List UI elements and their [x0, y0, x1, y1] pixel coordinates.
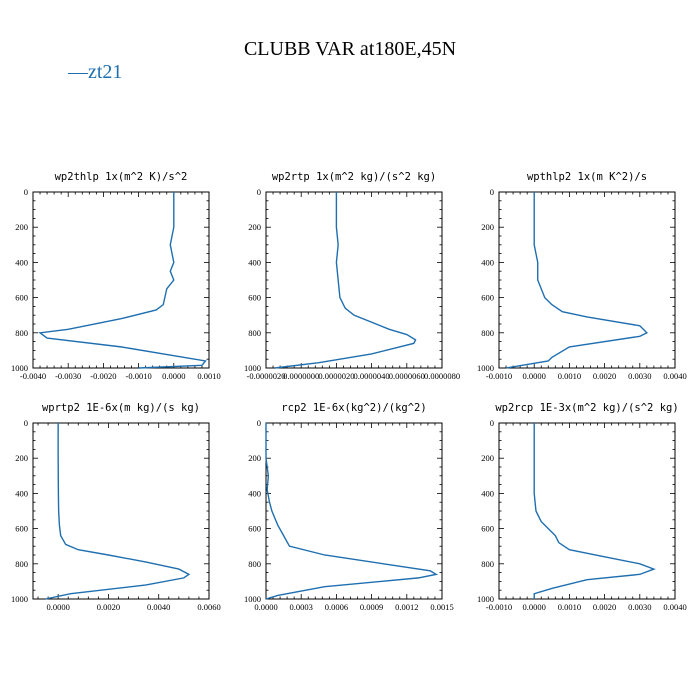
x-tick-label: -0.0010	[486, 602, 512, 612]
x-tick-label: 0.0030	[628, 371, 651, 381]
x-tick-label: 0.0000	[523, 602, 546, 612]
y-tick-label: 0	[257, 187, 261, 197]
x-tick-label: 0.0010	[558, 602, 581, 612]
y-tick-label: 400	[481, 488, 494, 498]
series-line-zt21	[533, 423, 656, 599]
x-tick-label: 0.0000	[46, 602, 69, 612]
x-tick-label: 0.0000	[523, 371, 546, 381]
chart-panel-4: wprtp2 1E-6x(m kg)/(s kg) 0 200 400 600 800 10…	[11, 402, 221, 612]
y-tick-label: 400	[481, 257, 494, 267]
y-tick-label: 1000	[11, 363, 28, 373]
y-tick-label: 200	[481, 453, 494, 463]
y-tick-label: 1000	[244, 363, 261, 373]
y-tick-label: 800	[481, 328, 494, 338]
legend: — zt21	[67, 61, 122, 83]
y-tick-label: 1000	[244, 594, 261, 604]
panel-title: wpthlp2 1x(m K^2)/s	[527, 171, 647, 183]
y-tick-label: 0	[24, 418, 28, 428]
y-tick-label: 600	[248, 524, 261, 534]
y-tick-label: 600	[15, 524, 28, 534]
legend-label: zt21	[88, 61, 122, 83]
series-line-zt21	[274, 192, 417, 369]
x-tick-label: 0.0000000	[283, 371, 319, 381]
x-tick-label: 0.0010	[197, 371, 220, 381]
x-tick-label: 0.0020	[593, 602, 616, 612]
x-tick-label: 0.0060	[197, 602, 220, 612]
x-tick-label: 0.0040	[663, 602, 686, 612]
y-tick-label: 600	[15, 293, 28, 303]
x-tick-label: 0.0000	[162, 371, 185, 381]
x-tick-label: 0.0020	[97, 602, 120, 612]
figure-title: CLUBB VAR at180E,45N	[244, 38, 456, 60]
y-tick-label: 400	[248, 257, 261, 267]
chart-panel-3: wpthlp2 1x(m K^2)/s 0 200 400 600 800 1000-0.0…	[477, 171, 687, 381]
y-tick-label: 400	[15, 488, 28, 498]
y-tick-label: 200	[15, 222, 28, 232]
x-tick-label: 0.0040	[147, 602, 170, 612]
chart-panel-6: wp2rcp 1E-3x(m^2 kg)/(s^2 kg)0 200 400 600 8…	[477, 402, 687, 612]
x-tick-label: -0.0010	[125, 371, 151, 381]
series-line-zt21	[45, 423, 191, 600]
series-line-zt21	[265, 423, 439, 600]
chart-panel-5: rcp2 1E-6x(kg^2)/(kg^2) 0 200 400 600 800 1000…	[244, 402, 454, 612]
x-tick-label: 0.0000060	[389, 371, 425, 381]
x-tick-label: 0.0030	[628, 602, 651, 612]
panel-grid: wp2thlp 1x(m^2 K)/s^202004006008001000-0…	[11, 171, 687, 612]
y-tick-label: 0	[490, 418, 494, 428]
y-tick-label: 200	[15, 453, 28, 463]
y-tick-label: 800	[481, 559, 494, 569]
x-tick-label: 0.0015	[430, 602, 453, 612]
x-tick-label: 0.0000020	[318, 371, 354, 381]
y-tick-label: 400	[248, 488, 261, 498]
y-tick-label: 1000	[11, 594, 28, 604]
y-tick-label: 800	[15, 559, 28, 569]
y-tick-label: 200	[248, 453, 261, 463]
x-tick-label: -0.0010	[486, 371, 512, 381]
y-tick-label: 0	[24, 187, 28, 197]
panel-title: rcp2 1E-6x(kg^2)/(kg^2)	[281, 402, 426, 414]
x-tick-label: 0.0009	[360, 602, 383, 612]
x-tick-label: 0.0040	[663, 371, 686, 381]
y-tick-label: 0	[490, 187, 494, 197]
y-tick-label: 800	[248, 328, 261, 338]
panel-title: wprtp2 1E-6x(m kg)/(s kg)	[42, 402, 200, 414]
x-tick-label: 0.0000040	[354, 371, 390, 381]
series-line-zt21	[38, 192, 207, 369]
legend-symbol: —	[67, 61, 89, 83]
panel-title: wp2thlp 1x(m^2 K)/s^2	[55, 171, 188, 183]
x-tick-label: -0.0020	[90, 371, 116, 381]
x-tick-label: 0.0000080	[424, 371, 460, 381]
x-tick-label: 0.0012	[395, 602, 418, 612]
y-tick-label: 400	[15, 257, 28, 267]
y-tick-label: 1000	[477, 594, 494, 604]
y-tick-label: 800	[15, 328, 28, 338]
y-tick-label: 600	[481, 293, 494, 303]
chart-panel-1: wp2thlp 1x(m^2 K)/s^202004006008001000-0…	[11, 171, 221, 381]
y-tick-label: 600	[481, 524, 494, 534]
y-tick-label: 1000	[477, 363, 494, 373]
y-tick-label: 800	[248, 559, 261, 569]
x-tick-label: 0.0010	[558, 371, 581, 381]
x-tick-label: -0.0030	[55, 371, 81, 381]
x-tick-label: -0.0040	[20, 371, 46, 381]
y-tick-label: 0	[257, 418, 261, 428]
x-tick-label: -0.0000020	[247, 371, 286, 381]
x-tick-label: 0.0020	[593, 371, 616, 381]
x-tick-label: 0.0003	[290, 602, 313, 612]
x-tick-label: 0.0000	[254, 602, 277, 612]
x-tick-label: 0.0006	[325, 602, 348, 612]
y-tick-label: 200	[481, 222, 494, 232]
panel-title: wp2rtp 1x(m^2 kg)/(s^2 kg)	[272, 171, 436, 183]
panel-title: wp2rcp 1E-3x(m^2 kg)/(s^2 kg)	[495, 402, 678, 414]
y-tick-label: 600	[248, 293, 261, 303]
series-line-zt21	[505, 192, 649, 369]
y-tick-label: 200	[248, 222, 261, 232]
chart-panel-2: wp2rtp 1x(m^2 kg)/(s^2 kg) 0 200 400 600 800 1…	[244, 171, 460, 381]
